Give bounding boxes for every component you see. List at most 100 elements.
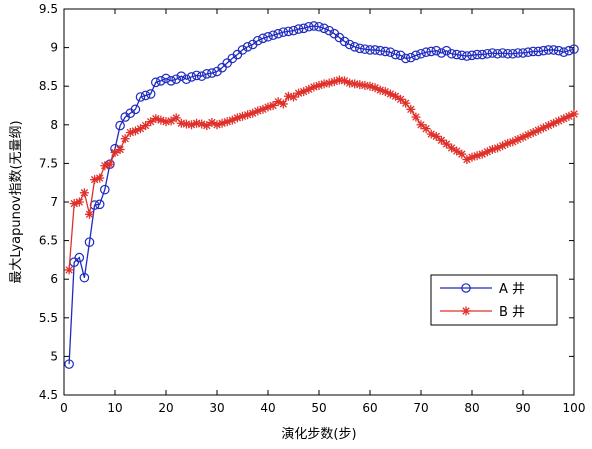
y-tick-label: 9 [50, 41, 58, 55]
data-point [115, 145, 125, 155]
data-point [324, 25, 334, 36]
data-point [196, 71, 207, 81]
x-tick-label: 70 [413, 401, 428, 415]
data-point [416, 48, 426, 59]
data-point [446, 48, 457, 59]
data-point [502, 48, 513, 59]
data-point [416, 120, 426, 130]
data-point [370, 45, 380, 55]
data-point [523, 47, 533, 58]
legend-marker [461, 306, 471, 316]
data-point [64, 359, 74, 369]
series-line [68, 79, 575, 270]
data-point [518, 48, 528, 58]
x-tick-label: 100 [563, 401, 586, 415]
x-axis-label: 演化步数(步) [281, 426, 356, 442]
data-point [242, 42, 253, 52]
y-axis-label: 最大Lyapunov指数(无量纲) [9, 120, 24, 283]
data-point [278, 99, 288, 109]
y-tick-label: 5.5 [39, 311, 58, 325]
data-point [258, 33, 268, 44]
data-point [553, 45, 564, 56]
data-point [288, 25, 299, 36]
data-point [396, 94, 406, 104]
data-point [283, 26, 294, 37]
legend-box [430, 274, 558, 326]
data-point [161, 73, 171, 84]
data-point [74, 252, 85, 263]
data-point [564, 45, 574, 56]
data-point [452, 146, 462, 156]
plot-area [63, 8, 575, 396]
y-tick-label: 8.5 [39, 79, 58, 93]
data-point [533, 46, 544, 57]
data-point [94, 199, 105, 210]
data-point [472, 49, 482, 60]
data-point [105, 159, 115, 169]
data-point [135, 92, 146, 102]
data-point [237, 45, 248, 55]
data-point [421, 47, 431, 58]
data-point [344, 39, 355, 50]
data-point [252, 35, 263, 46]
data-point [395, 50, 406, 61]
data-point [401, 98, 411, 108]
data-point [400, 53, 411, 64]
y-tick-label: 6.5 [39, 234, 58, 248]
data-point [548, 45, 559, 55]
data-point [95, 173, 105, 183]
x-tick-label: 0 [60, 401, 68, 415]
data-point [513, 48, 523, 58]
series-line [68, 25, 575, 365]
data-point [181, 74, 192, 85]
series-b [64, 75, 579, 275]
data-point [543, 45, 554, 55]
data-point [442, 139, 451, 149]
data-point [298, 23, 309, 34]
data-point [360, 44, 370, 54]
data-point [411, 50, 421, 61]
y-tick-label: 8 [50, 118, 58, 132]
x-tick-label: 20 [158, 401, 173, 415]
data-point [467, 50, 477, 61]
data-point [293, 24, 304, 34]
x-tick-label: 90 [515, 401, 530, 415]
data-point [487, 48, 498, 58]
data-point [492, 48, 503, 59]
data-point [64, 265, 74, 275]
data-point [273, 28, 283, 39]
legend-items [440, 283, 492, 316]
data-point [390, 49, 401, 60]
data-point [74, 197, 84, 207]
legend-label-b: B 井 [499, 305, 525, 320]
data-point [538, 45, 549, 56]
data-point [110, 148, 120, 158]
data-point [79, 272, 90, 283]
data-point [100, 184, 110, 195]
y-tick-label: 4.5 [39, 388, 58, 402]
y-tick-label: 6 [50, 272, 58, 286]
data-point [436, 135, 446, 145]
data-point [79, 188, 89, 198]
data-point [176, 71, 187, 81]
x-tick-label: 80 [464, 401, 479, 415]
data-point [278, 27, 289, 37]
data-point [309, 21, 319, 31]
data-point [334, 75, 344, 85]
data-point [569, 109, 579, 119]
x-tick-label: 50 [311, 401, 326, 415]
data-point [156, 75, 166, 86]
data-point [202, 121, 212, 131]
legend-marker [461, 283, 471, 293]
data-point [151, 77, 161, 88]
data-point [141, 121, 151, 131]
data-point [161, 117, 171, 127]
data-point [375, 45, 385, 56]
data-point [314, 21, 324, 32]
data-point [130, 104, 141, 115]
y-tick-label: 7 [50, 195, 58, 209]
data-point [451, 49, 462, 60]
x-tick-label: 10 [107, 401, 122, 415]
